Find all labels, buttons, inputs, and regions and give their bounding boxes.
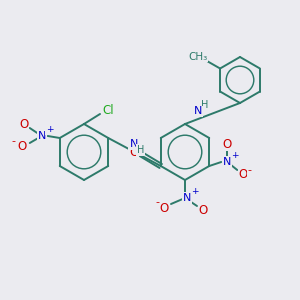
Text: -: - xyxy=(12,136,16,146)
Text: N: N xyxy=(183,193,191,203)
Text: +: + xyxy=(191,188,199,196)
Text: H: H xyxy=(201,100,208,110)
Text: N: N xyxy=(38,131,46,141)
Text: N: N xyxy=(223,157,231,167)
Text: O: O xyxy=(159,202,169,214)
Text: CH₃: CH₃ xyxy=(188,52,208,61)
Text: O: O xyxy=(19,118,28,130)
Text: N: N xyxy=(130,139,139,149)
Text: +: + xyxy=(232,152,239,160)
Text: O: O xyxy=(198,203,208,217)
Text: H: H xyxy=(137,145,144,155)
Text: +: + xyxy=(46,125,53,134)
Text: O: O xyxy=(223,137,232,151)
Text: N: N xyxy=(194,106,203,116)
Text: Cl: Cl xyxy=(102,103,114,116)
Text: -: - xyxy=(155,197,159,207)
Text: O: O xyxy=(238,169,248,182)
Text: -: - xyxy=(247,165,251,175)
Text: O: O xyxy=(17,140,26,152)
Text: O: O xyxy=(129,146,139,158)
